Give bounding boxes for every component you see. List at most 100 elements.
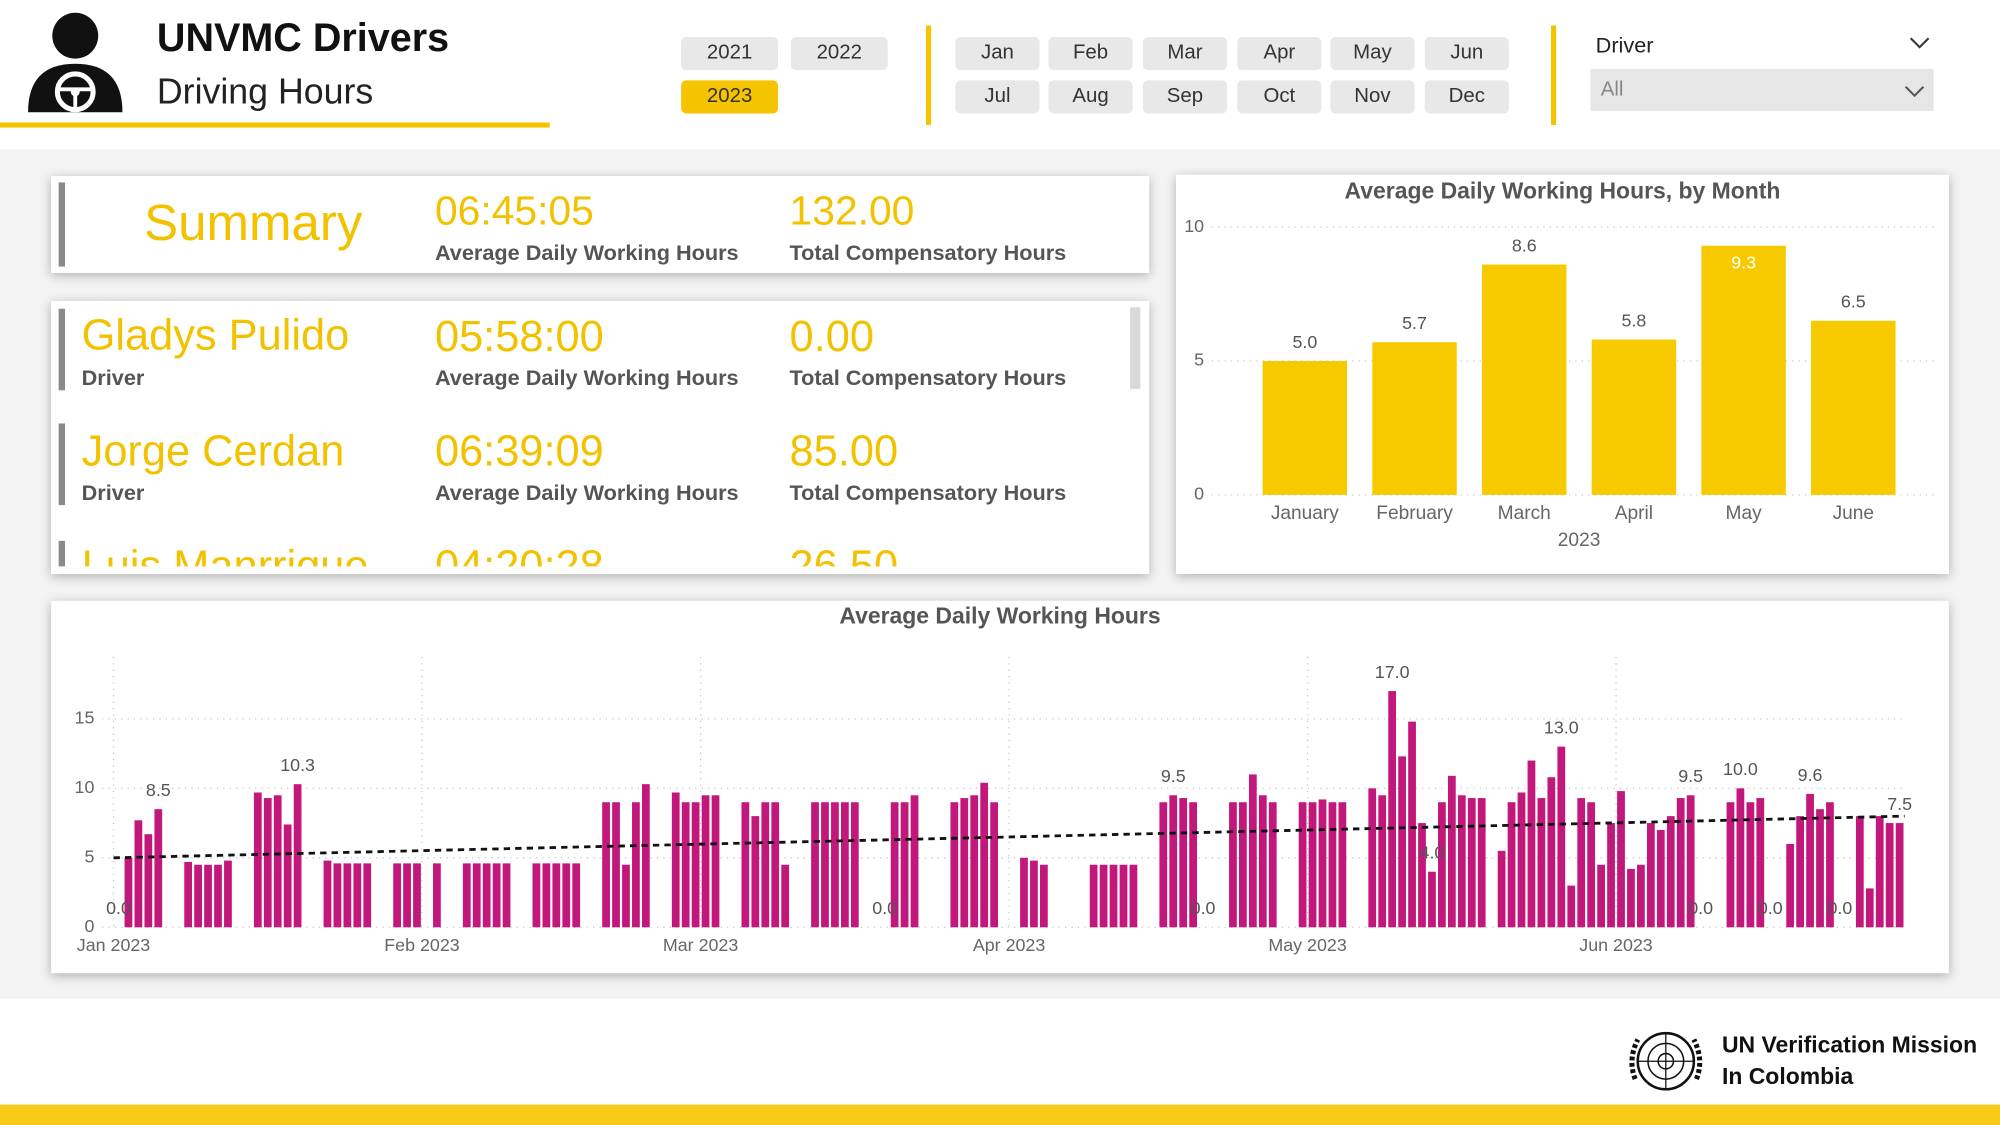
- bar: [1666, 816, 1675, 928]
- data-label: 8.6: [1512, 235, 1537, 255]
- year-button[interactable]: 2023: [681, 80, 779, 114]
- header-title: UNVMC Drivers: [156, 15, 450, 60]
- bar: [1607, 823, 1615, 928]
- driver-comp-label: Total Compensatory Hours: [789, 480, 1067, 506]
- bar: [1806, 793, 1814, 928]
- bar: [960, 798, 969, 928]
- x-tick-label: May 2023: [1268, 935, 1346, 955]
- driver-dropdown-value: All: [1600, 79, 1624, 101]
- x-tick-label: March: [1498, 503, 1551, 524]
- year-button[interactable]: 2022: [790, 36, 888, 71]
- data-label: 9.5: [1161, 766, 1186, 786]
- month-button[interactable]: Feb: [1048, 36, 1133, 71]
- footer-org: In Colombia: [1721, 1063, 1854, 1090]
- bar: [1030, 860, 1038, 928]
- bar: [1129, 864, 1138, 928]
- bar: [1796, 816, 1804, 928]
- bar: [632, 802, 640, 928]
- data-label: 0.0: [872, 898, 897, 918]
- bar: [134, 820, 143, 928]
- bar: [1816, 809, 1824, 928]
- card-accent: [58, 540, 66, 567]
- month-button[interactable]: Oct: [1237, 80, 1322, 114]
- bar: [900, 802, 909, 928]
- data-label: 0.0: [106, 898, 131, 918]
- bar: [1239, 802, 1247, 928]
- data-label: 0.0: [1191, 898, 1216, 918]
- bar: [184, 861, 193, 928]
- month-button[interactable]: May: [1330, 36, 1415, 71]
- bar: [1577, 798, 1586, 928]
- driver-comp-label: Total Compensatory Hours: [789, 366, 1067, 391]
- bar: [1786, 843, 1795, 928]
- header-underline: [0, 122, 550, 128]
- summary-card: Summary 06:45:05 Average Daily Working H…: [51, 176, 1150, 273]
- bar: [1507, 802, 1516, 928]
- bar: [1736, 788, 1745, 928]
- driver-name: Gladys Pulido: [81, 311, 350, 360]
- bar: [224, 860, 232, 928]
- bar: [323, 860, 332, 928]
- bar: [403, 863, 411, 928]
- bar: [1398, 756, 1406, 928]
- bar: [1537, 798, 1546, 928]
- month-button[interactable]: Mar: [1142, 36, 1228, 71]
- month-button[interactable]: Apr: [1237, 36, 1322, 71]
- month-button[interactable]: Jan: [955, 36, 1040, 71]
- month-button[interactable]: Jun: [1424, 36, 1509, 71]
- x-tick-label: Mar 2023: [663, 935, 738, 955]
- bar: [1229, 802, 1237, 928]
- dropdown-chevron: [1904, 86, 1925, 98]
- bar: [1248, 774, 1257, 928]
- driver-comp-hours: 0.00: [789, 312, 874, 361]
- month-button[interactable]: Dec: [1424, 80, 1509, 114]
- x-tick-label: Apr 2023: [973, 935, 1045, 955]
- driver-role: Driver: [81, 366, 145, 391]
- bar: [641, 784, 650, 928]
- bar: [711, 795, 720, 928]
- bar: [1408, 721, 1416, 928]
- month-button[interactable]: Nov: [1330, 80, 1415, 114]
- summary-avg-hours: 06:45:05: [434, 187, 594, 234]
- bar: [1428, 871, 1436, 928]
- bar: [363, 863, 372, 928]
- month-button[interactable]: Sep: [1142, 80, 1228, 114]
- bar: [811, 802, 819, 928]
- collapse-chevron[interactable]: [1908, 36, 1931, 51]
- bar: [154, 809, 163, 928]
- bar: [1368, 788, 1377, 928]
- driver-dropdown[interactable]: All: [1590, 68, 1934, 111]
- bar: [1756, 798, 1765, 928]
- driver-filter-label: Driver: [1595, 33, 1654, 58]
- bar: [1338, 802, 1347, 928]
- bar: [850, 802, 859, 928]
- month-button[interactable]: Jul: [955, 80, 1040, 114]
- bar: [990, 802, 999, 928]
- bar: [1308, 802, 1317, 928]
- year-button[interactable]: 2021: [681, 36, 779, 71]
- bar: [741, 802, 750, 928]
- bar: [562, 863, 571, 928]
- divider: [1551, 25, 1557, 125]
- data-label: 10.0: [1723, 759, 1758, 779]
- scrollbar[interactable]: [1130, 307, 1141, 390]
- bar: [472, 863, 481, 928]
- card-accent: [58, 308, 66, 391]
- month-button[interactable]: Aug: [1048, 80, 1133, 114]
- bar: [124, 857, 133, 928]
- data-label: 7.5: [1887, 794, 1912, 814]
- trend-line: [113, 814, 1905, 860]
- driver-name: Luis Manrrique: [81, 542, 369, 567]
- x-tick-label: February: [1376, 503, 1453, 524]
- driver-comp-hours: 85.00: [789, 427, 899, 476]
- data-label: 9.5: [1678, 766, 1703, 786]
- bar: [1637, 864, 1645, 928]
- bar: [1865, 888, 1874, 928]
- card-accent: [58, 423, 66, 506]
- bar: [552, 863, 561, 928]
- driver-icon: [28, 12, 123, 113]
- bar: [1388, 691, 1397, 928]
- bar: [1676, 798, 1685, 928]
